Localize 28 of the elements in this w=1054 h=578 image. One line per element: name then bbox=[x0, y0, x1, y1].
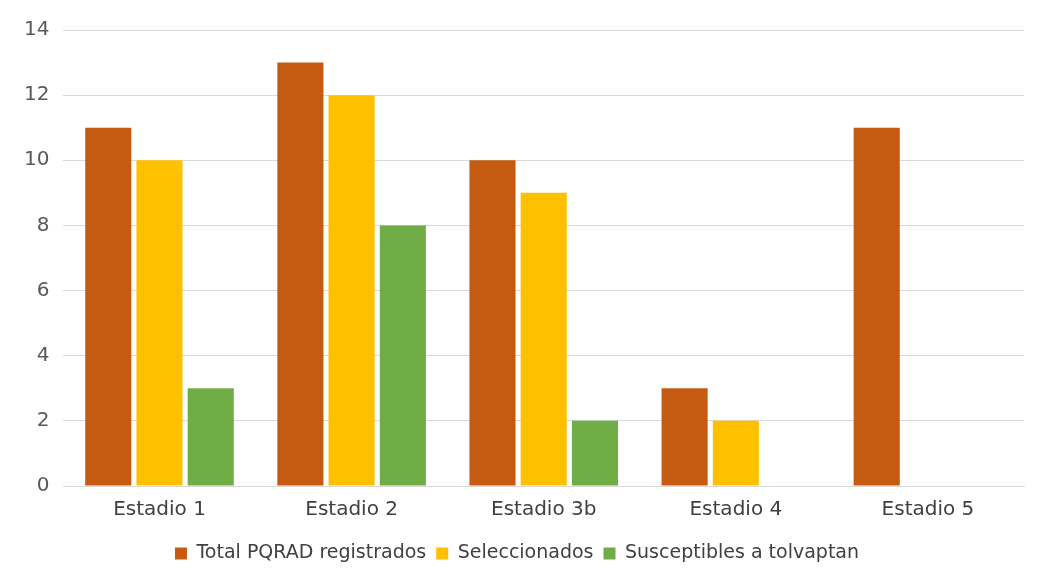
bar bbox=[661, 388, 708, 486]
x-tick-label: Estadio 3b bbox=[491, 496, 597, 521]
bar bbox=[853, 127, 900, 486]
bar bbox=[379, 225, 426, 486]
y-tick-label: 2 bbox=[36, 407, 50, 432]
bar bbox=[277, 62, 324, 486]
bar bbox=[712, 420, 759, 486]
y-tick-label: 12 bbox=[24, 81, 50, 106]
x-tick-label: Estadio 4 bbox=[689, 496, 783, 521]
legend-label: Total PQRAD registrados bbox=[195, 540, 427, 563]
x-tick-label: Estadio 5 bbox=[881, 496, 975, 521]
bar bbox=[469, 160, 516, 486]
legend-label: Susceptibles a tolvaptan bbox=[625, 540, 860, 563]
bar bbox=[187, 388, 234, 486]
bar bbox=[520, 192, 567, 486]
bar bbox=[85, 127, 132, 486]
x-tick-label: Estadio 2 bbox=[305, 496, 398, 521]
bar bbox=[328, 95, 375, 486]
y-tick-label: 14 bbox=[24, 16, 50, 41]
y-tick-label: 6 bbox=[36, 276, 50, 301]
x-tick-label: Estadio 1 bbox=[113, 496, 206, 521]
y-tick-label: 10 bbox=[24, 146, 50, 171]
y-tick-label: 0 bbox=[36, 472, 50, 497]
y-tick-label: 4 bbox=[36, 341, 50, 366]
bar bbox=[136, 160, 183, 486]
y-tick-label: 8 bbox=[36, 211, 50, 236]
bar bbox=[571, 420, 619, 486]
legend-label: Seleccionados bbox=[457, 540, 594, 563]
